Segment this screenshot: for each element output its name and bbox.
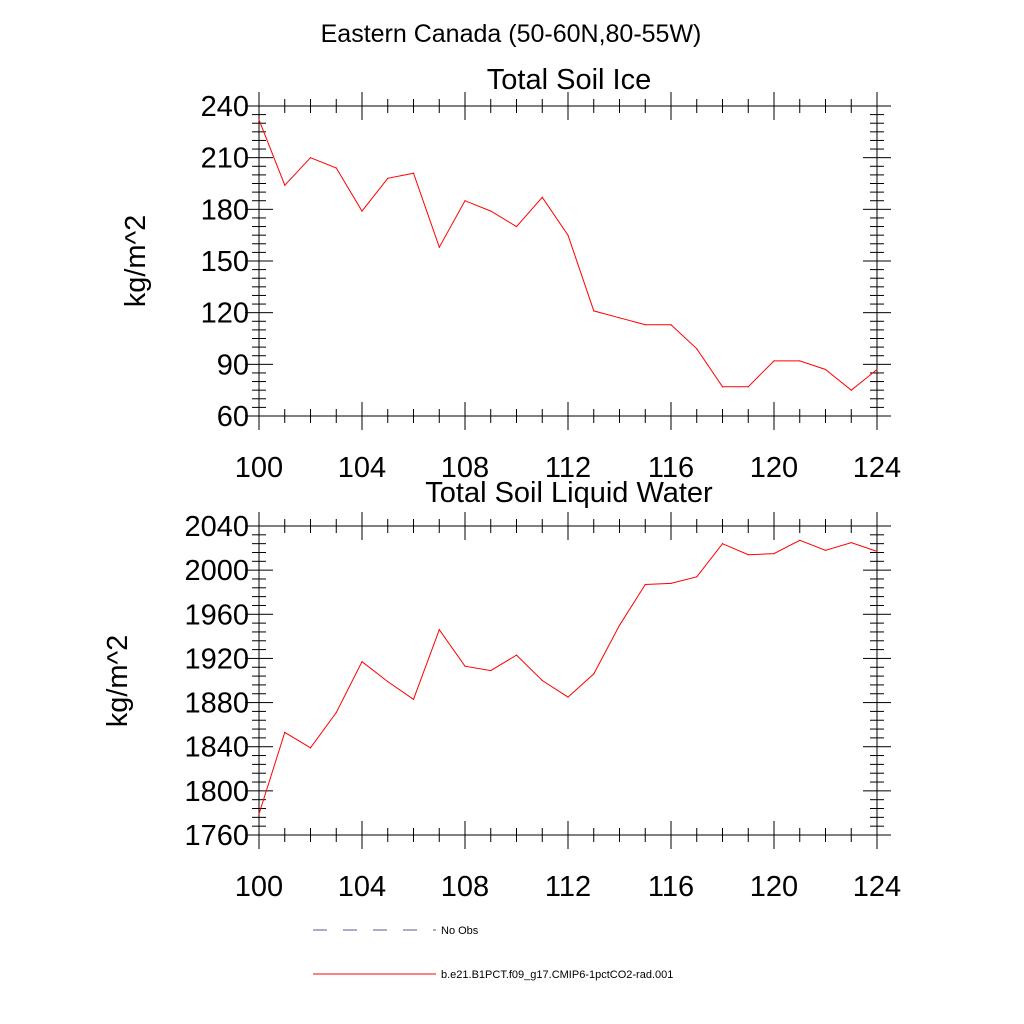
panel-title: Total Soil Ice — [487, 64, 651, 96]
data-point — [541, 679, 543, 682]
y-tick-label: 1760 — [184, 820, 249, 852]
y-tick-label: 120 — [201, 298, 249, 330]
data-point — [567, 696, 569, 698]
x-tick-label: 120 — [750, 452, 798, 484]
legend: No Obs b.e21.B1PCT.f09_g17.CMIP6-1pctCO2… — [313, 925, 673, 981]
data-point — [464, 200, 466, 202]
x-tick-label: 120 — [750, 871, 798, 903]
figure-title: Eastern Canada (50-60N,80-55W) — [321, 20, 702, 48]
legend-label-no-obs: No Obs — [441, 925, 479, 937]
data-point — [335, 167, 337, 169]
data-point — [284, 731, 286, 733]
data-point — [773, 360, 775, 362]
x-tick-label: 116 — [648, 452, 694, 484]
x-tick-label: 104 — [338, 871, 386, 903]
x-tick-label: 100 — [235, 871, 283, 903]
x-tick-label: 124 — [853, 871, 901, 903]
data-point — [721, 543, 724, 545]
y-tick-label: 180 — [201, 194, 249, 226]
data-point — [696, 348, 698, 350]
y-tick-label: 1800 — [184, 776, 249, 808]
x-tick-label: 124 — [853, 452, 901, 484]
data-point — [438, 629, 440, 631]
data-point — [412, 172, 415, 174]
data-point — [850, 389, 852, 391]
axes: 100 104 108 112 116 120 124 1760 1800 1840 1880 192… — [184, 511, 901, 903]
data-point — [515, 654, 518, 656]
data-point — [464, 665, 466, 667]
data-marks — [258, 539, 878, 815]
data-point — [876, 550, 878, 552]
data-point — [541, 196, 543, 198]
data-point — [284, 184, 286, 186]
data-point — [309, 747, 312, 749]
data-point — [824, 368, 827, 371]
data-point — [824, 549, 827, 551]
data-point — [490, 669, 492, 672]
data-point — [258, 813, 260, 815]
data-point — [490, 210, 492, 212]
data-point — [515, 225, 518, 228]
data-point — [799, 539, 801, 541]
y-tick-label: 210 — [201, 143, 249, 175]
x-tick-label: 112 — [545, 871, 591, 903]
axes: 100 104 108 112 116 120 124 60 90 120 150 180 210 240 — [201, 91, 902, 484]
data-point — [747, 386, 749, 388]
data-point — [644, 324, 646, 326]
data-point — [618, 624, 621, 626]
data-point — [567, 234, 569, 236]
panel-total-soil-liquid-water: Total Soil Liquid Water kg/m^2 100 104 108… — [102, 477, 901, 903]
data-point — [799, 360, 801, 362]
y-tick-label: 60 — [217, 401, 249, 433]
panel-total-soil-ice: Total Soil Ice kg/m^2 100 104 108 112 116 120… — [120, 64, 901, 484]
legend-label-model: b.e21.B1PCT.f09_g17.CMIP6-1pctCO2-rad.00… — [441, 969, 673, 981]
y-tick-label: 1960 — [184, 599, 249, 631]
data-point — [309, 157, 312, 159]
data-point — [438, 246, 440, 248]
data-point — [670, 582, 672, 584]
y-tick-label: 1880 — [184, 688, 249, 720]
data-point — [593, 673, 595, 675]
y-tick-label: 150 — [201, 246, 249, 278]
data-point — [412, 698, 415, 700]
x-tick-label: 108 — [441, 452, 489, 484]
y-tick-label: 240 — [201, 91, 249, 123]
data-point — [593, 310, 595, 312]
data-point — [361, 210, 363, 212]
data-point — [387, 177, 389, 179]
data-point — [670, 324, 672, 326]
data-point — [747, 554, 749, 556]
panel-title: Total Soil Liquid Water — [425, 477, 713, 509]
data-point — [335, 711, 337, 714]
data-marks — [258, 119, 878, 391]
data-point — [361, 661, 363, 663]
x-tick-label: 108 — [441, 871, 489, 903]
data-point — [644, 583, 646, 586]
y-tick-label: 2040 — [184, 511, 249, 543]
data-point — [721, 386, 724, 388]
data-point — [618, 317, 621, 319]
data-point — [773, 552, 775, 555]
data-point — [387, 681, 389, 683]
y-axis-label: kg/m^2 — [120, 215, 152, 308]
y-tick-label: 2000 — [184, 555, 249, 587]
data-point — [258, 119, 260, 121]
y-tick-label: 1920 — [184, 643, 249, 675]
x-tick-label: 112 — [545, 452, 591, 484]
data-point — [696, 576, 698, 578]
data-point — [876, 368, 878, 371]
x-tick-label: 100 — [235, 452, 283, 484]
y-axis-label: kg/m^2 — [102, 635, 134, 728]
x-tick-label: 116 — [648, 871, 694, 903]
y-tick-label: 1840 — [184, 732, 249, 764]
y-tick-label: 90 — [217, 349, 249, 381]
x-tick-label: 104 — [338, 452, 386, 484]
data-point — [850, 541, 852, 544]
